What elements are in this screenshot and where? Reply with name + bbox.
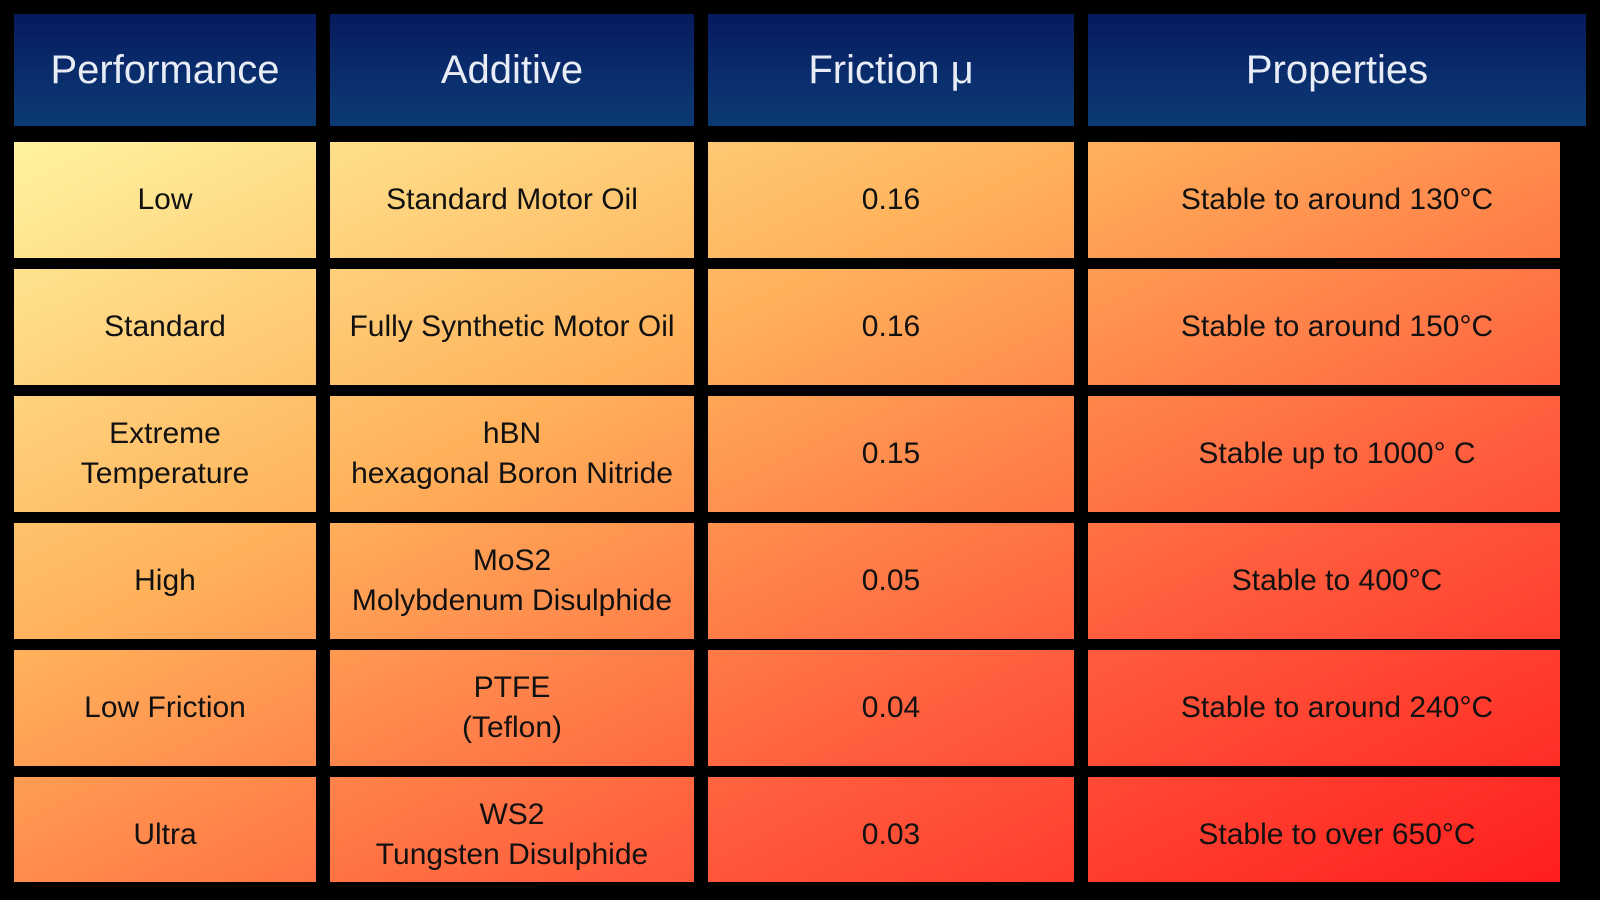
cell-additive: Fully Synthetic Motor Oil xyxy=(330,269,694,385)
cell-friction-value: 0.15 xyxy=(861,437,921,470)
cell-additive: PTFE (Teflon) xyxy=(330,650,694,766)
cell-friction-value: 0.05 xyxy=(861,564,921,597)
cell-friction: 0.16 xyxy=(708,142,1074,258)
cell-properties: Stable to around 130°C xyxy=(1088,142,1586,258)
cell-properties-value: Stable to over 650°C xyxy=(1198,818,1476,851)
cell-additive-line: hexagonal Boron Nitride xyxy=(351,457,673,490)
cell-properties-value: Stable up to 1000° C xyxy=(1198,437,1476,470)
cell-additive-line: WS2 xyxy=(479,798,545,831)
cell-performance-line: Temperature xyxy=(80,457,250,490)
cell-additive-line: hBN xyxy=(482,417,542,450)
cell-performance: High xyxy=(14,523,316,639)
cell-friction-value: 0.04 xyxy=(861,691,921,724)
cell-performance: Extreme Temperature xyxy=(14,396,316,512)
cell-properties: Stable to over 650°C xyxy=(1088,777,1586,893)
cell-properties: Stable to around 150°C xyxy=(1088,269,1586,385)
header-properties-label: Properties xyxy=(1245,48,1429,92)
cell-additive-line: Tungsten Disulphide xyxy=(375,838,649,871)
cell-properties-value: Stable to 400°C xyxy=(1231,564,1443,597)
cell-additive-line: Fully Synthetic Motor Oil xyxy=(349,310,675,343)
cell-friction: 0.15 xyxy=(708,396,1074,512)
cell-performance-line: Ultra xyxy=(133,818,197,851)
cell-friction: 0.04 xyxy=(708,650,1074,766)
cell-properties: Stable to around 240°C xyxy=(1088,650,1586,766)
cell-additive-line: PTFE xyxy=(473,671,551,704)
header-performance-label: Performance xyxy=(50,48,280,92)
cell-friction-value: 0.03 xyxy=(861,818,921,851)
cell-properties: Stable up to 1000° C xyxy=(1088,396,1586,512)
cell-properties-value: Stable to around 130°C xyxy=(1180,183,1494,216)
cell-additive-line: Standard Motor Oil xyxy=(386,183,638,216)
cell-friction-value: 0.16 xyxy=(861,310,921,343)
header-additive-label: Additive xyxy=(440,48,584,92)
cell-performance: Low Friction xyxy=(14,650,316,766)
cell-additive-line: (Teflon) xyxy=(461,711,563,744)
cell-performance: Standard xyxy=(14,269,316,385)
cell-friction-value: 0.16 xyxy=(861,183,921,216)
header-friction-label: Friction μ xyxy=(808,48,974,92)
cell-properties-value: Stable to around 240°C xyxy=(1180,691,1494,724)
cell-properties-value: Stable to around 150°C xyxy=(1180,310,1494,343)
cell-performance-line: High xyxy=(134,564,196,597)
cell-friction: 0.05 xyxy=(708,523,1074,639)
cell-additive: WS2 Tungsten Disulphide xyxy=(330,777,694,893)
cell-performance: Low xyxy=(14,142,316,258)
cell-performance: Ultra xyxy=(14,777,316,893)
cell-performance-line: Standard xyxy=(104,310,226,343)
header-performance: Performance xyxy=(14,14,316,126)
cell-friction: 0.03 xyxy=(708,777,1074,893)
cell-properties: Stable to 400°C xyxy=(1088,523,1586,639)
cell-additive: hBN hexagonal Boron Nitride xyxy=(330,396,694,512)
header-additive: Additive xyxy=(330,14,694,126)
cell-additive: Standard Motor Oil xyxy=(330,142,694,258)
cell-additive: MoS2 Molybdenum Disulphide xyxy=(330,523,694,639)
cell-performance-line: Low Friction xyxy=(84,691,246,724)
cell-performance-line: Low xyxy=(137,183,193,216)
header-properties: Properties xyxy=(1088,14,1586,126)
header-friction: Friction μ xyxy=(708,14,1074,126)
cell-friction: 0.16 xyxy=(708,269,1074,385)
cell-additive-line: Molybdenum Disulphide xyxy=(351,584,673,617)
cell-performance-line: Extreme xyxy=(109,417,221,450)
cell-additive-line: MoS2 xyxy=(472,544,552,577)
